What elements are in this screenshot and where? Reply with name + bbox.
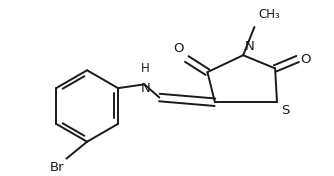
Text: S: S [281,104,289,117]
Text: O: O [173,42,184,55]
Text: N: N [245,40,255,53]
Text: CH₃: CH₃ [258,8,280,21]
Text: O: O [301,54,311,66]
Text: H: H [141,62,150,75]
Text: N: N [140,83,150,96]
Text: Br: Br [50,161,64,174]
